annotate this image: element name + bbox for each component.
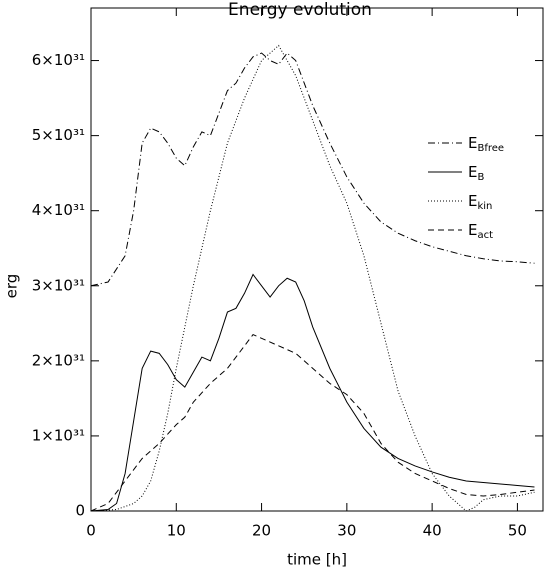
- legend-label: EB: [468, 163, 484, 184]
- legend-name: E: [468, 192, 477, 210]
- y-tick-label: 3×10³¹: [32, 276, 85, 294]
- series-line: [90, 52, 535, 287]
- legend-subscript: act: [477, 230, 493, 241]
- x-tick-label: 20: [252, 522, 271, 540]
- legend-name: E: [468, 163, 477, 181]
- plot-frame: [90, 7, 544, 512]
- y-tick-label: 2×10³¹: [32, 351, 85, 369]
- legend-name: E: [468, 134, 477, 152]
- y-axis-label: erg: [3, 274, 21, 299]
- y-tick-label: 5×10³¹: [32, 126, 85, 144]
- x-axis-label: time [h]: [287, 551, 347, 569]
- series-line: [90, 44, 535, 512]
- legend-label: EBfree: [468, 134, 504, 155]
- chart-title: Energy evolution: [228, 0, 372, 20]
- x-tick-label: 10: [167, 522, 186, 540]
- y-tick-label: 4×10³¹: [32, 201, 85, 219]
- x-tick-label: 0: [86, 522, 96, 540]
- legend-subscript: kin: [477, 201, 492, 212]
- y-tick-label: 6×10³¹: [32, 51, 85, 69]
- x-tick-label: 30: [337, 522, 356, 540]
- x-tick-label: 40: [423, 522, 442, 540]
- x-tick-label: 50: [508, 522, 527, 540]
- y-tick-label: 1×10³¹: [32, 426, 85, 444]
- legend-subscript: B: [477, 172, 484, 183]
- legend-name: E: [468, 221, 477, 239]
- legend-label: Eact: [468, 221, 493, 242]
- series-line: [90, 273, 535, 512]
- y-tick-label: 0: [75, 502, 85, 520]
- legend-subscript: Bfree: [477, 143, 504, 154]
- legend-label: Ekin: [468, 192, 492, 213]
- series-line: [90, 333, 535, 512]
